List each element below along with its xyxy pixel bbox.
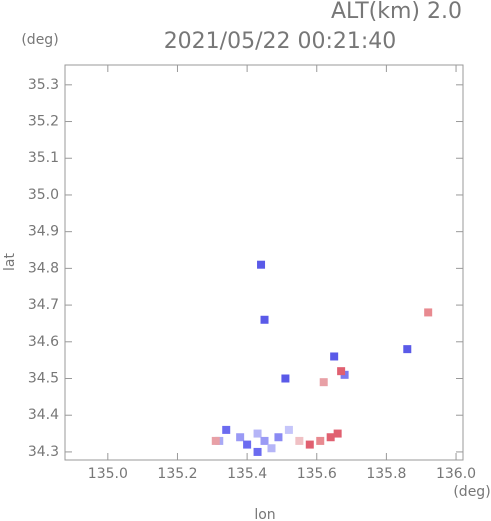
echo xyxy=(337,367,346,376)
x-axis-label: lon xyxy=(254,507,275,521)
echo xyxy=(253,447,262,456)
echo xyxy=(330,352,339,361)
y-tick-label: 34.5 xyxy=(28,371,59,387)
echo xyxy=(424,308,433,317)
plot-frame xyxy=(64,64,464,461)
y-tick-label: 35.3 xyxy=(28,77,59,93)
echo xyxy=(305,440,314,449)
echo xyxy=(403,345,412,354)
echo xyxy=(284,425,293,434)
y-tick-label: 35.1 xyxy=(28,150,59,166)
echo xyxy=(253,429,262,438)
subtitle: ALT(km) 2.0 xyxy=(331,0,462,24)
y-tick-label: 34.9 xyxy=(28,224,59,240)
y-axis-label: lat xyxy=(2,253,18,271)
echo xyxy=(211,436,220,445)
y-tick-label: 35.2 xyxy=(28,114,59,130)
chart-title: 2021/05/22 00:21:40 xyxy=(164,29,397,54)
y-tick-label: 34.4 xyxy=(28,407,59,423)
echo xyxy=(236,433,245,442)
x-tick-label: 135.0 xyxy=(88,466,128,482)
y-tick-label: 34.7 xyxy=(28,297,59,313)
y-tick-label: 34.6 xyxy=(28,334,59,350)
y-tick-label: 34.3 xyxy=(28,444,59,460)
x-tick-label: 136.0 xyxy=(436,466,476,482)
y-unit: (deg) xyxy=(21,32,58,48)
x-tick-label: 135.4 xyxy=(227,466,267,482)
y-tick-label: 34.8 xyxy=(28,260,59,276)
echo xyxy=(333,429,342,438)
x-unit: (deg) xyxy=(453,484,490,500)
echo xyxy=(326,433,335,442)
x-tick-label: 135.2 xyxy=(157,466,197,482)
x-tick-label: 135.6 xyxy=(297,466,337,482)
echo xyxy=(243,440,252,449)
echo xyxy=(316,436,325,445)
echo xyxy=(274,433,283,442)
echo xyxy=(267,444,276,453)
y-tick-label: 35.0 xyxy=(28,187,59,203)
echo xyxy=(260,436,269,445)
echo xyxy=(257,260,266,269)
x-tick-label: 135.8 xyxy=(366,466,406,482)
echo xyxy=(260,315,269,324)
echo xyxy=(222,425,231,434)
echo xyxy=(319,378,328,387)
echo xyxy=(295,436,304,445)
echo xyxy=(281,374,290,383)
